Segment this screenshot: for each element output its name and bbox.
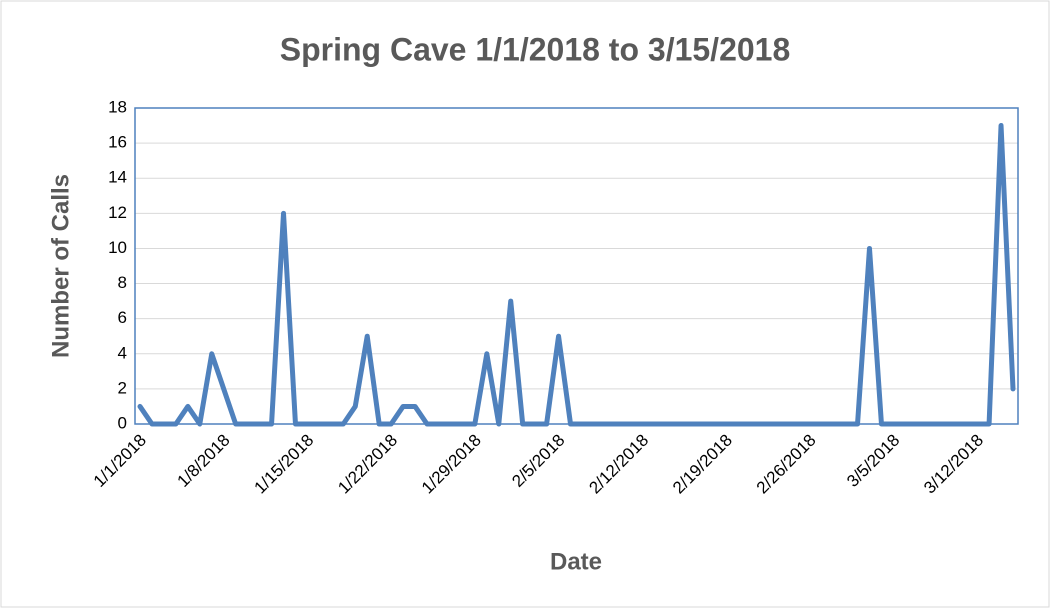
y-tick-label: 6 <box>118 308 127 327</box>
chart-title: Spring Cave 1/1/2018 to 3/15/2018 <box>280 31 791 67</box>
y-tick-label: 14 <box>108 168 127 187</box>
data-line <box>137 123 1016 427</box>
y-axis-label: Number of Calls <box>47 174 74 358</box>
y-tick-label: 12 <box>108 203 127 222</box>
y-tick-label: 2 <box>118 378 127 397</box>
y-tick-label: 0 <box>118 413 127 432</box>
y-tick-label: 4 <box>118 343 127 362</box>
y-tick-label: 16 <box>108 133 127 152</box>
y-tick-label: 8 <box>118 273 127 292</box>
x-axis-label: Date <box>550 548 602 575</box>
y-tick-label: 18 <box>108 97 127 116</box>
y-tick-label: 10 <box>108 238 127 257</box>
